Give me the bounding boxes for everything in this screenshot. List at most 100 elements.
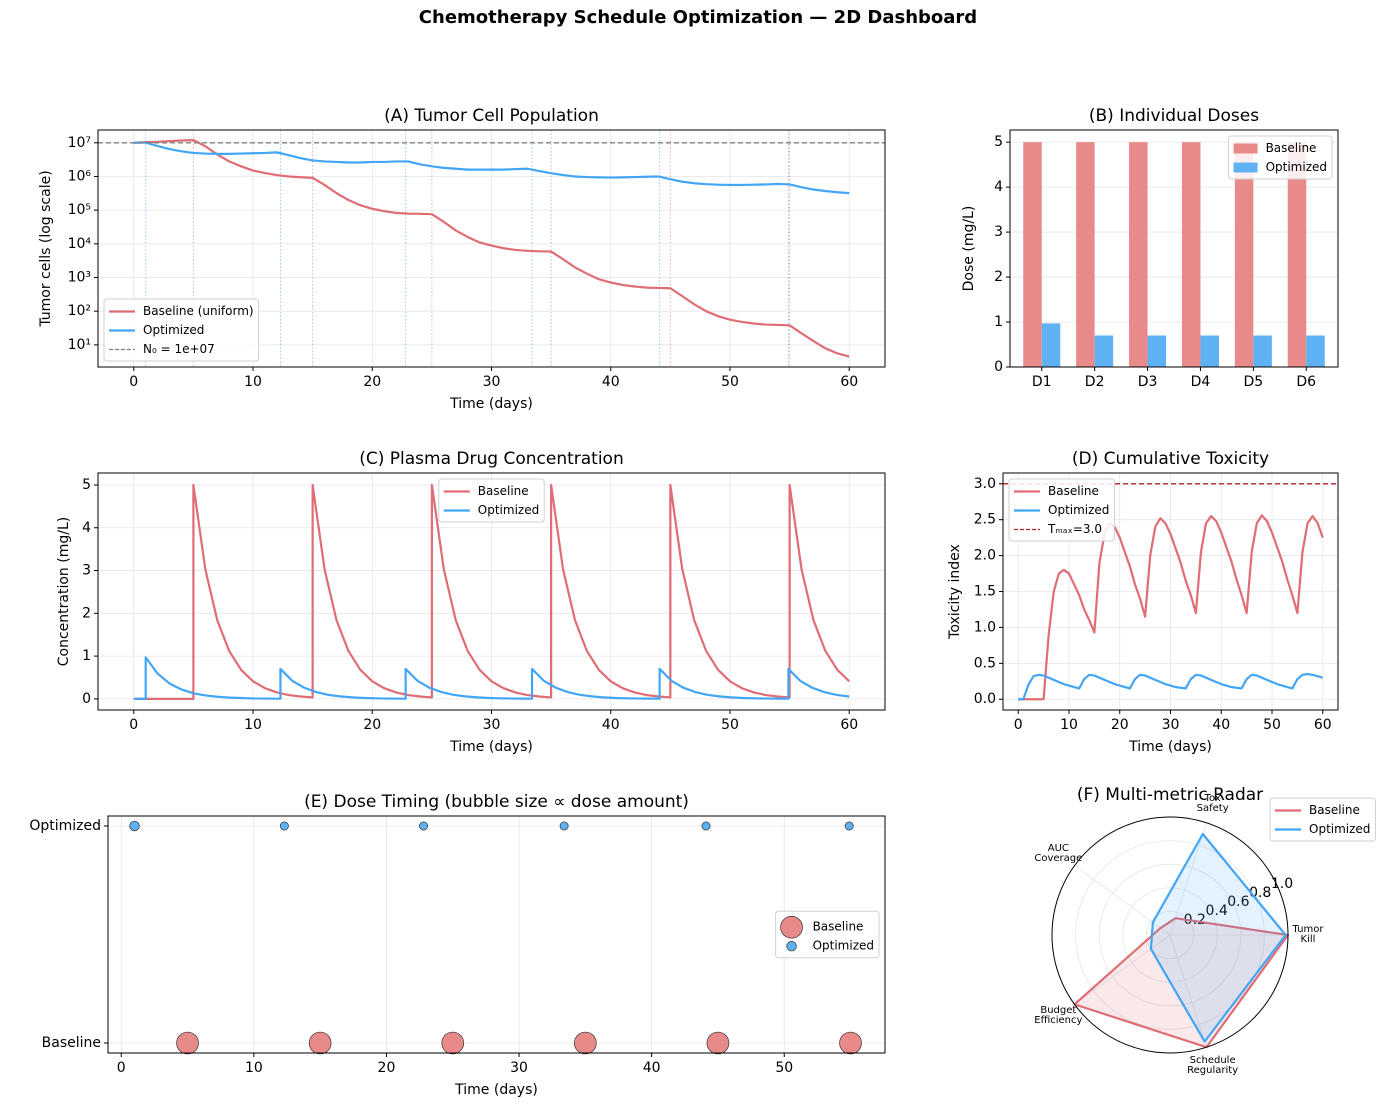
x-tick-label: 40 xyxy=(602,717,620,733)
legend-label: Optimized xyxy=(143,323,204,337)
x-tick-label: 30 xyxy=(510,1060,528,1076)
x-tick-label: 10 xyxy=(1060,717,1078,733)
x-tick-label: 60 xyxy=(840,374,858,390)
x-axis-label: Time (days) xyxy=(449,396,533,412)
x-tick-label: 10 xyxy=(245,1060,263,1076)
x-axis-label: Time (days) xyxy=(454,1082,538,1098)
plot-frame xyxy=(97,472,886,711)
x-tick-label: 50 xyxy=(1263,717,1281,733)
dose-bubble xyxy=(279,821,289,831)
plot-frame xyxy=(107,815,886,1054)
x-tick-label: 50 xyxy=(721,374,739,390)
bar xyxy=(1287,142,1307,367)
dose-bubble xyxy=(176,1031,199,1055)
x-tick-label: 20 xyxy=(1111,717,1129,733)
radial-spoke xyxy=(1074,865,1171,936)
radar-axis-label: AUC Coverage xyxy=(1034,842,1083,864)
y-axis-label: Dose (mg/L) xyxy=(961,206,977,292)
legend: Baseline (uniform) Optimized N₀ = 1e+07 xyxy=(103,298,260,362)
legend-label: Optimized xyxy=(478,503,539,517)
y-tick-label: 4 xyxy=(994,179,1003,195)
y-tick-label: 1.5 xyxy=(974,584,996,600)
chart-title: (D) Cumulative Toxicity xyxy=(1072,449,1269,469)
x-tick-label: 30 xyxy=(1162,717,1180,733)
x-tick-label: 60 xyxy=(840,717,858,733)
x-tick-label: 0 xyxy=(129,374,138,390)
x-tick-label: 50 xyxy=(721,717,739,733)
legend-label: Optimized xyxy=(1266,160,1327,174)
dose-bubble xyxy=(844,821,854,831)
y-tick-label: 10⁷ xyxy=(68,135,91,151)
legend-label: Baseline xyxy=(1309,803,1360,817)
y-tick-label: 10² xyxy=(68,303,91,319)
y-tick-label: 5 xyxy=(82,477,91,493)
y-tick-label: 0.0 xyxy=(974,691,996,707)
x-tick-label: 20 xyxy=(363,374,381,390)
bar xyxy=(1147,335,1167,367)
x-tick-label: D3 xyxy=(1138,374,1158,390)
bar xyxy=(1306,335,1325,367)
x-tick-label: 10 xyxy=(244,717,262,733)
y-tick-label: 0.5 xyxy=(974,655,996,671)
y-tick-label: Optimized xyxy=(29,818,101,834)
chart-title: (F) Multi-metric Radar xyxy=(1077,785,1263,805)
radial-spoke xyxy=(1074,934,1171,1005)
radar-area xyxy=(1149,832,1287,1043)
x-tick-label: 0 xyxy=(117,1060,126,1076)
bar xyxy=(1200,335,1219,367)
bar xyxy=(1234,142,1254,367)
x-tick-label: 20 xyxy=(363,717,381,733)
bar xyxy=(1129,142,1148,367)
legend: Baseline Optimized xyxy=(1228,135,1333,180)
legend-swatch xyxy=(786,941,797,952)
y-tick-label: 2 xyxy=(994,269,1003,285)
y-tick-label: 1 xyxy=(82,648,91,664)
y-tick-label: 3 xyxy=(994,224,1003,240)
x-tick-label: 50 xyxy=(775,1060,793,1076)
legend: Baseline Optimized Tₘₐₓ=3.0 xyxy=(1008,478,1115,542)
x-tick-label: 40 xyxy=(1212,717,1230,733)
dose-bubble xyxy=(129,820,140,832)
x-tick-label: D2 xyxy=(1085,374,1105,390)
legend-label: Baseline (uniform) xyxy=(143,304,254,318)
legend-label: Optimized xyxy=(813,939,874,953)
x-tick-label: 60 xyxy=(1314,717,1332,733)
plot-frame xyxy=(1009,129,1339,368)
dose-bubble xyxy=(419,821,429,831)
dashboard-title: Chemotherapy Schedule Optimization — 2D … xyxy=(419,7,977,28)
series-line xyxy=(133,139,850,358)
y-tick-label: Baseline xyxy=(42,1035,101,1051)
y-tick-label: 1 xyxy=(994,314,1003,330)
y-tick-label: 0 xyxy=(82,691,91,707)
y-tick-label: 2.5 xyxy=(974,512,996,528)
legend-box xyxy=(1008,478,1115,542)
legend-swatch xyxy=(1233,162,1258,173)
x-tick-label: 30 xyxy=(483,717,501,733)
legend-label: Tₘₐₓ=3.0 xyxy=(1047,522,1102,536)
chart-title: (C) Plasma Drug Concentration xyxy=(359,449,623,469)
series-line xyxy=(133,141,850,195)
dose-bubble xyxy=(701,821,711,831)
legend: Baseline Optimized xyxy=(1269,797,1376,842)
legend-label: Baseline xyxy=(1266,141,1317,155)
x-tick-label: 40 xyxy=(643,1060,661,1076)
radar-axis-label: Tox Safety xyxy=(1196,792,1229,814)
series-line xyxy=(133,656,850,700)
y-tick-label: 1.0 xyxy=(974,619,996,635)
bar xyxy=(1041,323,1061,367)
y-tick-label: 3.0 xyxy=(974,476,996,492)
legend: Baseline Optimized xyxy=(438,478,545,523)
legend-label: N₀ = 1e+07 xyxy=(143,342,215,356)
bar xyxy=(1181,142,1201,367)
x-tick-label: D6 xyxy=(1296,374,1316,390)
bar xyxy=(1094,335,1114,367)
radar-area xyxy=(1073,917,1290,1049)
dose-bubble xyxy=(559,821,569,831)
series-line xyxy=(1018,514,1324,701)
y-tick-label: 4 xyxy=(82,520,91,536)
dose-bubble xyxy=(839,1031,862,1055)
x-tick-label: D1 xyxy=(1032,374,1052,390)
radar-axis-label: Schedule Regularity xyxy=(1187,1055,1239,1077)
